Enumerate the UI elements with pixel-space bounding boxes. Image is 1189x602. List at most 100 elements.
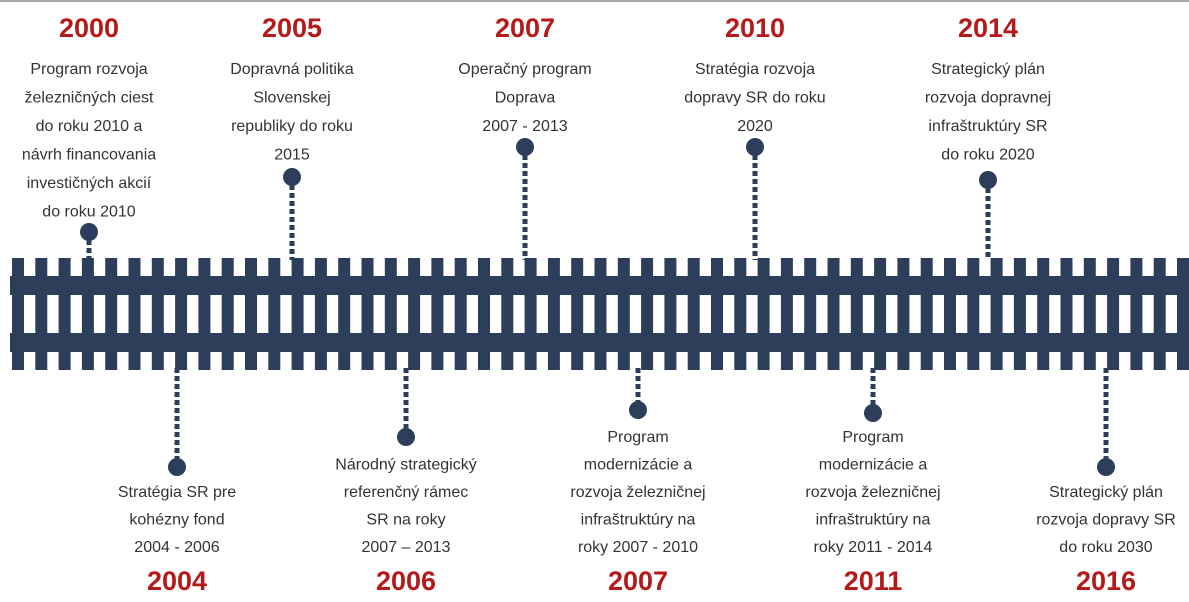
rail-tie <box>152 258 164 370</box>
rail-tie <box>455 258 467 370</box>
year: 2005 <box>262 13 322 43</box>
label-line: rozvoja dopravnej <box>925 90 1051 107</box>
year: 2007 <box>495 13 555 43</box>
label-line: Stratégia rozvoja <box>695 61 815 78</box>
rail <box>10 333 1180 352</box>
rail-tie <box>12 258 24 370</box>
rail-tie <box>1037 258 1049 370</box>
year: 2014 <box>958 13 1018 43</box>
label-line: rozvoja dopravy SR <box>1036 512 1176 529</box>
rail-tie <box>175 258 187 370</box>
rail-tie <box>967 258 979 370</box>
rail-tie <box>618 258 630 370</box>
label-line: 2007 - 2013 <box>482 118 568 135</box>
label-line: do roku 2020 <box>941 147 1035 164</box>
rail-tie <box>1107 258 1119 370</box>
rail-tie <box>59 258 71 370</box>
rail-tie <box>245 258 257 370</box>
rail-tie <box>129 258 141 370</box>
label-line: Národný strategický <box>335 457 476 474</box>
label-line: Doprava <box>495 90 556 107</box>
rail-tie <box>991 258 1003 370</box>
dot <box>397 428 415 446</box>
label-line: do roku 2010 <box>42 204 136 221</box>
rail-tie <box>828 258 840 370</box>
dot <box>629 401 647 419</box>
rail-tie <box>664 258 676 370</box>
rail-tie <box>874 258 886 370</box>
rail-tie <box>222 258 234 370</box>
label-line: Program rozvoja <box>30 61 147 78</box>
rail-tie <box>1014 258 1026 370</box>
rail-tie <box>105 258 117 370</box>
label-line: do roku 2010 a <box>36 118 143 135</box>
rail-tie <box>1084 258 1096 370</box>
label-line: infraštruktúry SR <box>928 118 1047 135</box>
label-line: železničných ciest <box>25 90 155 107</box>
rail-tie <box>385 258 397 370</box>
rail-tie <box>315 258 327 370</box>
year: 2007 <box>608 566 668 596</box>
year: 2016 <box>1076 566 1136 596</box>
rail-tie <box>35 258 47 370</box>
label-line: 2004 - 2006 <box>134 539 220 556</box>
year: 2006 <box>376 566 436 596</box>
label-line: infraštruktúry na <box>581 512 696 529</box>
rail <box>10 276 1180 295</box>
rail-tie <box>408 258 420 370</box>
label-line: infraštruktúry na <box>816 512 931 529</box>
dot <box>168 458 186 476</box>
rail-tie <box>268 258 280 370</box>
rail-tie <box>548 258 560 370</box>
label-line: referenčný rámec <box>344 484 469 501</box>
label-line: modernizácie a <box>819 457 928 474</box>
rail-tie <box>897 258 909 370</box>
label-line: dopravy SR do roku <box>684 90 825 107</box>
rail-tie <box>1130 258 1142 370</box>
rail-tie <box>758 258 770 370</box>
rail-tie <box>804 258 816 370</box>
rail-tie <box>292 258 304 370</box>
rail-tie <box>711 258 723 370</box>
label-line: modernizácie a <box>584 457 693 474</box>
label-line: rozvoja železničnej <box>805 484 940 501</box>
rail-tie <box>338 258 350 370</box>
label-line: investičných akcií <box>27 175 152 192</box>
label-line: roky 2011 - 2014 <box>814 539 933 556</box>
label-line: 2020 <box>737 118 773 135</box>
rail-tie <box>595 258 607 370</box>
rail-tie <box>944 258 956 370</box>
dot <box>979 171 997 189</box>
rail-tie <box>1061 258 1073 370</box>
label-line: Program <box>842 429 903 446</box>
rail-tie <box>851 258 863 370</box>
rail-tie <box>525 258 537 370</box>
label-line: Operačný program <box>458 61 591 78</box>
label-line: kohézny fond <box>129 512 224 529</box>
label-line: Dopravná politika <box>230 61 354 78</box>
rail-tie <box>921 258 933 370</box>
rail-tie <box>82 258 94 370</box>
page: {"top": [ {"year": "2000", "lines": ["Pr… <box>0 0 1189 597</box>
label-line: návrh financovania <box>22 147 156 164</box>
label-line: roky 2007 - 2010 <box>578 539 698 556</box>
label-line: rozvoja železničnej <box>570 484 705 501</box>
dot <box>80 223 98 241</box>
rail-tie <box>431 258 443 370</box>
label-line: Strategický plán <box>1049 484 1163 501</box>
label-line: Program <box>607 429 668 446</box>
rail-tie <box>688 258 700 370</box>
label-line: SR na roky <box>366 512 445 529</box>
label-line: 2015 <box>274 147 310 164</box>
label-line: do roku 2030 <box>1059 539 1153 556</box>
rail-tie <box>641 258 653 370</box>
rail-tie <box>781 258 793 370</box>
label-line: republiky do roku <box>231 118 353 135</box>
label-line: Slovenskej <box>253 90 330 107</box>
rail-tie <box>501 258 513 370</box>
rail-tie <box>198 258 210 370</box>
year: 2004 <box>147 566 207 596</box>
rail-tie <box>1177 258 1189 370</box>
label-line: Strategický plán <box>931 61 1045 78</box>
rail-tie <box>571 258 583 370</box>
